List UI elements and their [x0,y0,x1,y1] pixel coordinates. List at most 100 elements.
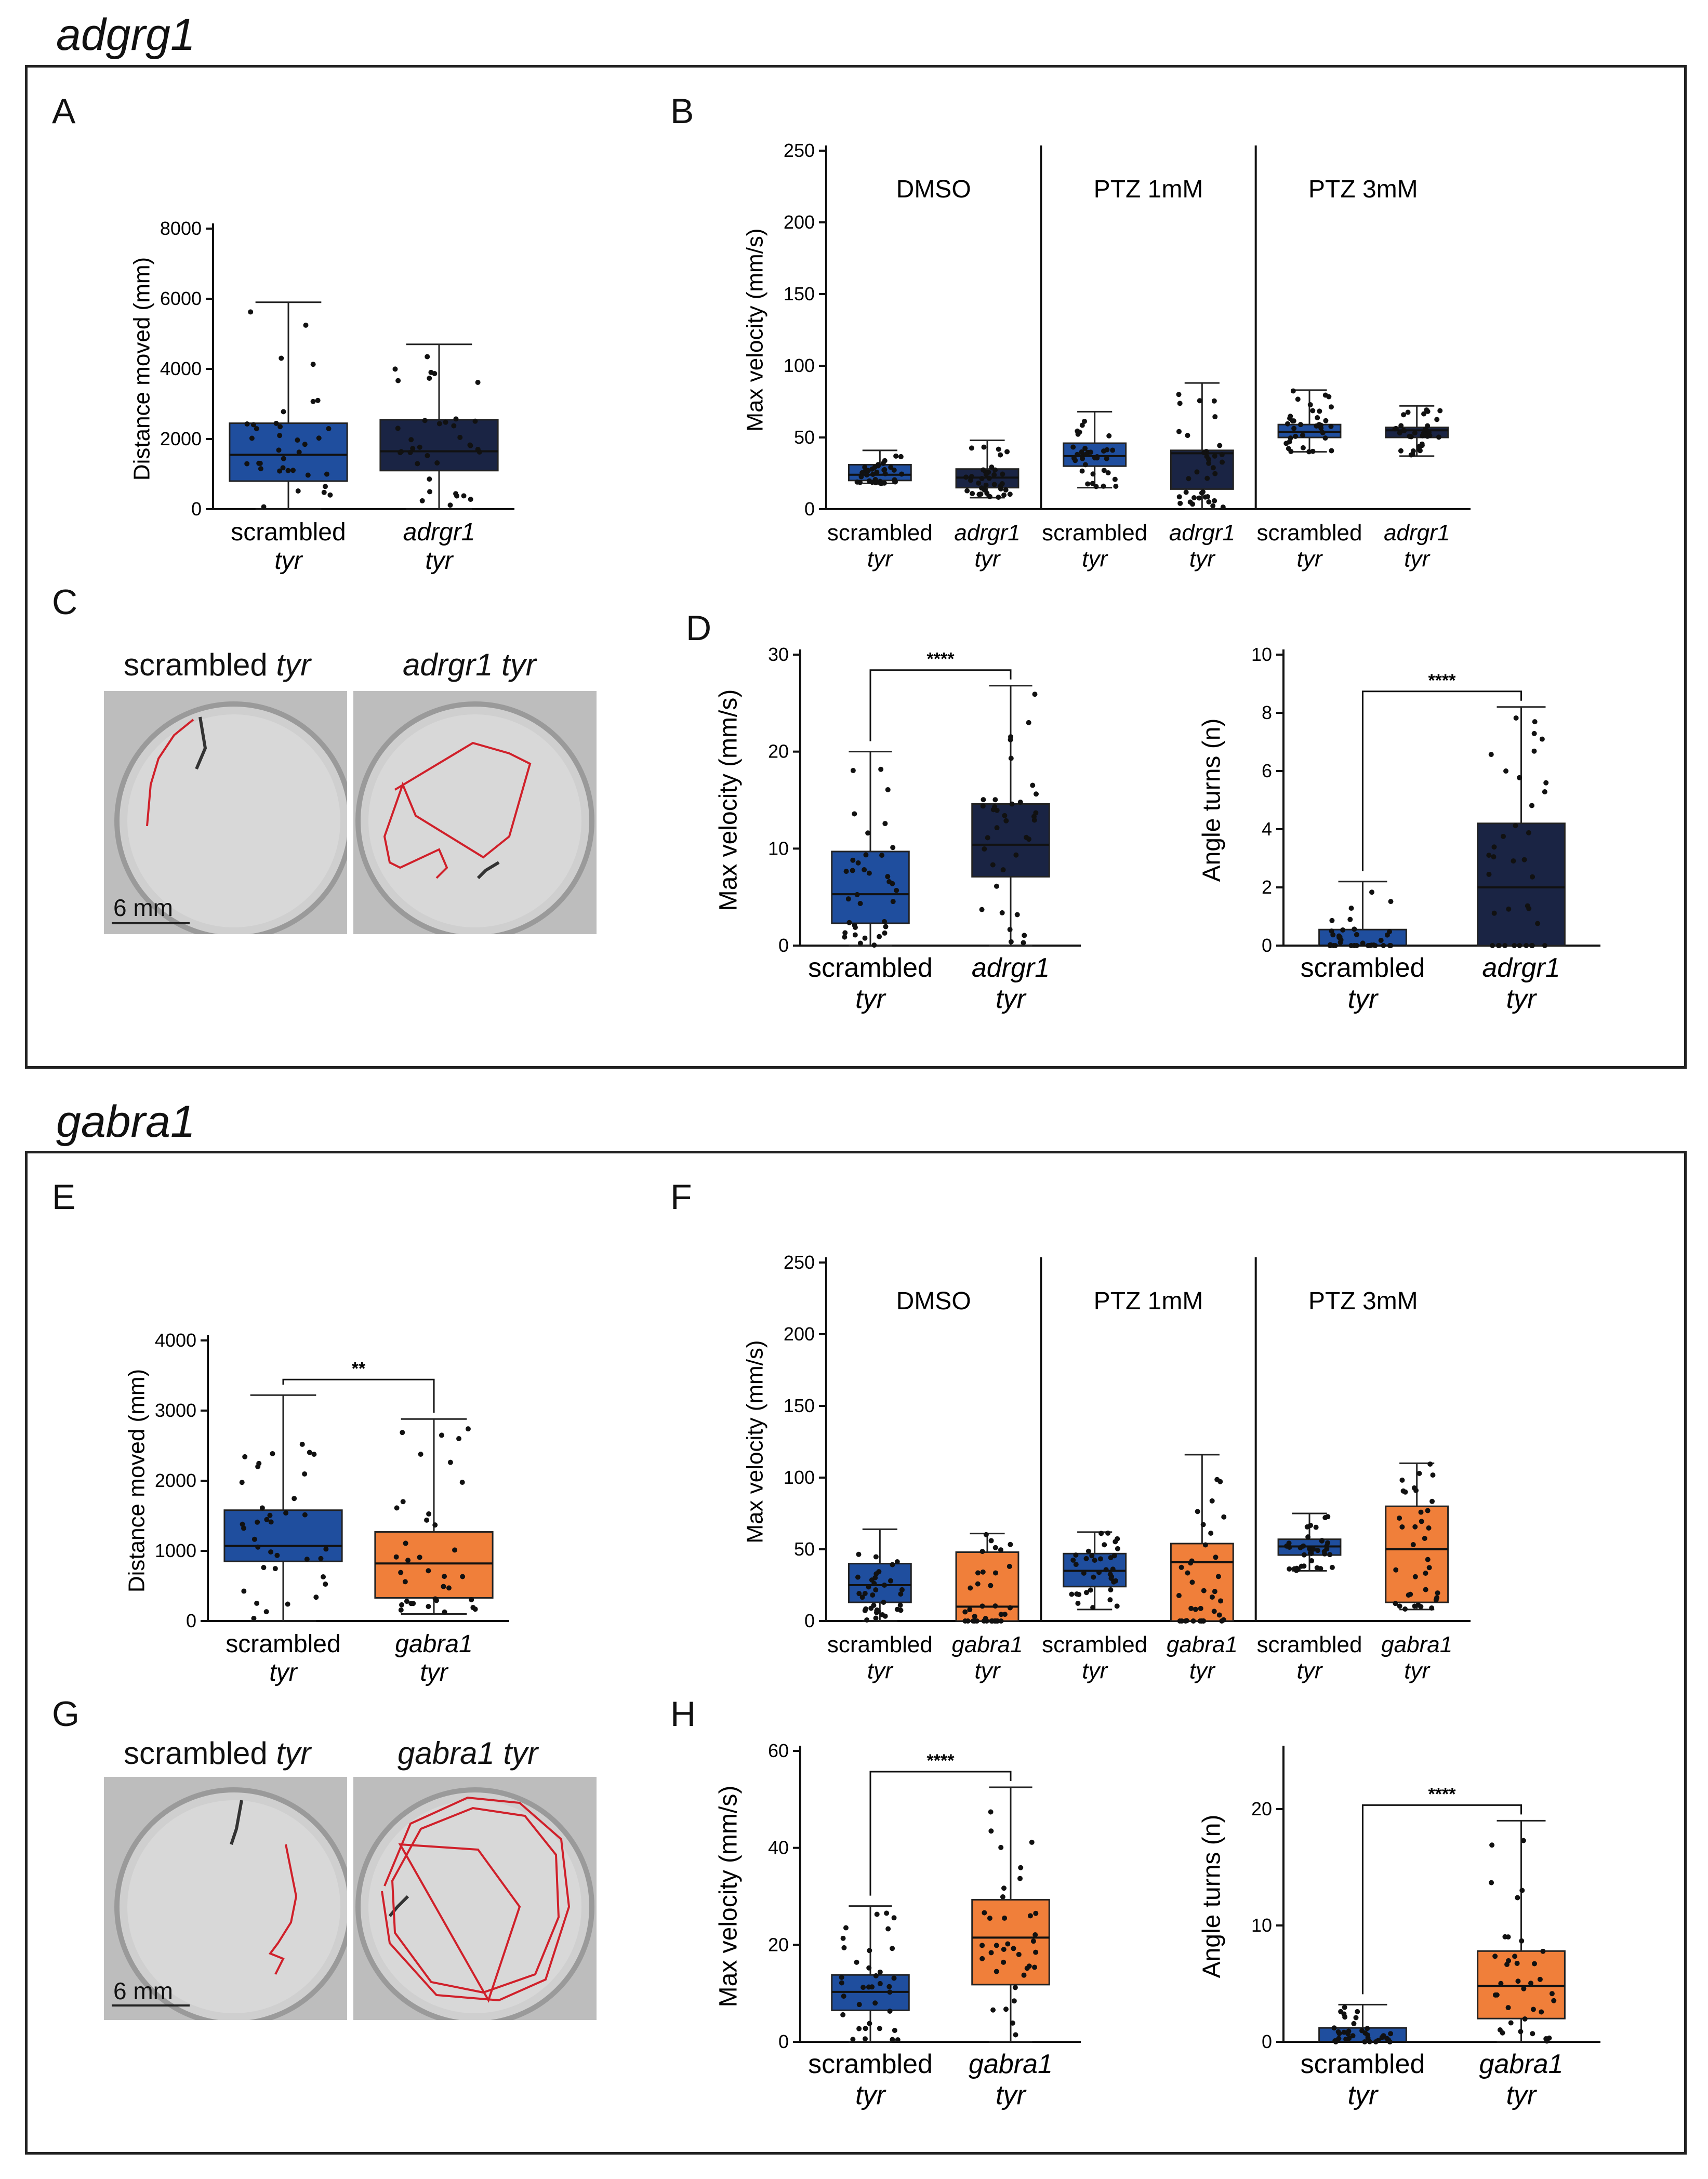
x-label-line2: tyr [975,1658,1001,1684]
data-point [454,493,460,499]
data-point [1080,456,1085,461]
data-point [843,869,849,874]
data-point [854,479,860,485]
data-point [1113,1539,1118,1545]
data-point [1221,1617,1226,1623]
data-point [472,418,478,424]
data-point [991,472,997,477]
data-point [1362,2039,1368,2044]
y-tick-label: 0 [778,2031,789,2052]
x-label-line1: scrambled [827,1632,933,1657]
x-label-line2: tyr [425,547,454,575]
data-point [882,930,888,936]
data-point [1033,1949,1039,1955]
data-point [1412,1603,1418,1609]
data-point [1206,499,1212,504]
data-point [1539,736,1545,742]
data-point [467,442,473,448]
data-point [893,479,898,485]
data-point [882,458,888,463]
y-tick-label: 150 [784,1395,815,1416]
data-point [1115,1546,1120,1551]
data-point [1531,748,1537,754]
panel-G-scale-label: 6 mm [113,1977,173,2004]
y-tick-label: 10 [1251,644,1272,665]
data-point [1034,791,1039,797]
x-label-line1: adrgr1 [972,953,1050,983]
data-point [1486,871,1492,877]
data-point [862,935,868,941]
data-point [872,2000,878,2006]
data-point [316,435,322,441]
data-point [395,378,401,383]
data-point [248,309,254,315]
data-point [1489,1880,1494,1885]
box-gabra1 [1385,1505,1449,1603]
data-point [281,409,286,415]
data-point [992,1570,998,1576]
data-point [1305,1534,1311,1540]
data-point [1327,1552,1333,1558]
data-point [244,461,250,467]
data-point [1515,1978,1521,1984]
y-tick-label: 30 [768,644,789,665]
data-point [1002,1612,1008,1617]
data-point [324,471,329,477]
data-point [1348,906,1354,911]
data-point [988,1538,994,1544]
data-point [1299,1563,1304,1569]
data-point [1407,433,1413,439]
data-point [1494,1992,1500,1998]
data-point [1295,396,1301,402]
data-point [1354,943,1359,948]
data-point [1070,1557,1076,1563]
data-point [992,467,998,473]
data-point [874,1911,880,1917]
x-label-line2: tyr [867,547,894,572]
data-point [1293,433,1299,439]
y-axis-label: Angle turns (n) [1198,1815,1226,1978]
data-point [1212,453,1217,459]
data-point [1353,2015,1359,2021]
y-tick-label: 4000 [155,1330,196,1351]
data-point [864,472,870,478]
data-point [857,900,863,906]
data-point [1001,1946,1007,1952]
data-point [855,860,861,866]
y-tick-label: 0 [778,935,789,956]
box-adrgr1 [1170,449,1234,490]
data-point [392,366,398,372]
data-point [1430,1472,1436,1478]
data-point [398,1570,404,1575]
data-point [1513,823,1518,829]
data-point [872,1575,878,1580]
y-tick-label: 10 [1251,1915,1272,1936]
condition-label: PTZ 3mM [1308,176,1418,203]
data-point [867,1948,872,1954]
data-point [427,375,432,381]
data-point [1399,1477,1405,1483]
data-point [1190,1618,1196,1624]
data-point [1308,1550,1314,1556]
data-point [1287,416,1293,421]
x-label-line2: tyr [867,1658,894,1684]
data-point [400,1499,406,1505]
x-label-line1: scrambled [231,519,346,546]
data-point [456,1436,462,1441]
data-point [998,483,1003,489]
data-point [323,1582,328,1587]
data-point [1217,1479,1223,1484]
data-point [1013,852,1019,858]
data-point [1007,927,1013,933]
x-label-line1: scrambled [1042,1632,1147,1657]
data-point [399,449,404,455]
data-point [1069,1591,1075,1597]
data-point [972,1613,977,1619]
data-point [890,2037,895,2042]
x-label-line1: adrgr1 [954,520,1020,546]
y-tick-label: 60 [768,1740,789,1761]
data-point [855,1574,860,1580]
data-point [1530,874,1535,880]
